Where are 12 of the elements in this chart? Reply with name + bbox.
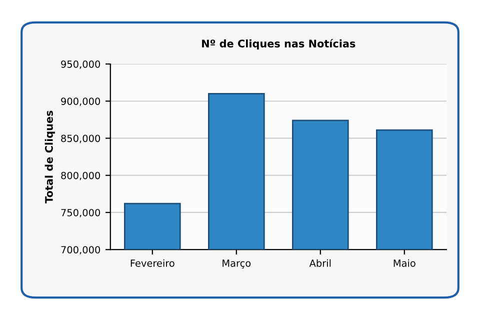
y-tick-label: 700,000: [61, 246, 100, 254]
y-tick-label: 850,000: [61, 134, 100, 144]
x-tick-label: Fevereiro: [130, 259, 174, 267]
chart-title: Nº de Cliques nas Notícias: [202, 39, 356, 50]
x-tick-label: Março: [222, 260, 251, 269]
y-tick-label: 800,000: [61, 172, 100, 180]
y-axis-title: Total de Cliques: [44, 110, 55, 204]
x-tick-label: Maio: [394, 259, 416, 267]
x-tick-label: Abril: [309, 259, 331, 267]
y-tick-label: 950,000: [61, 60, 100, 69]
y-tick-label: 750,000: [61, 208, 100, 218]
y-tick-label: 900,000: [61, 98, 100, 106]
